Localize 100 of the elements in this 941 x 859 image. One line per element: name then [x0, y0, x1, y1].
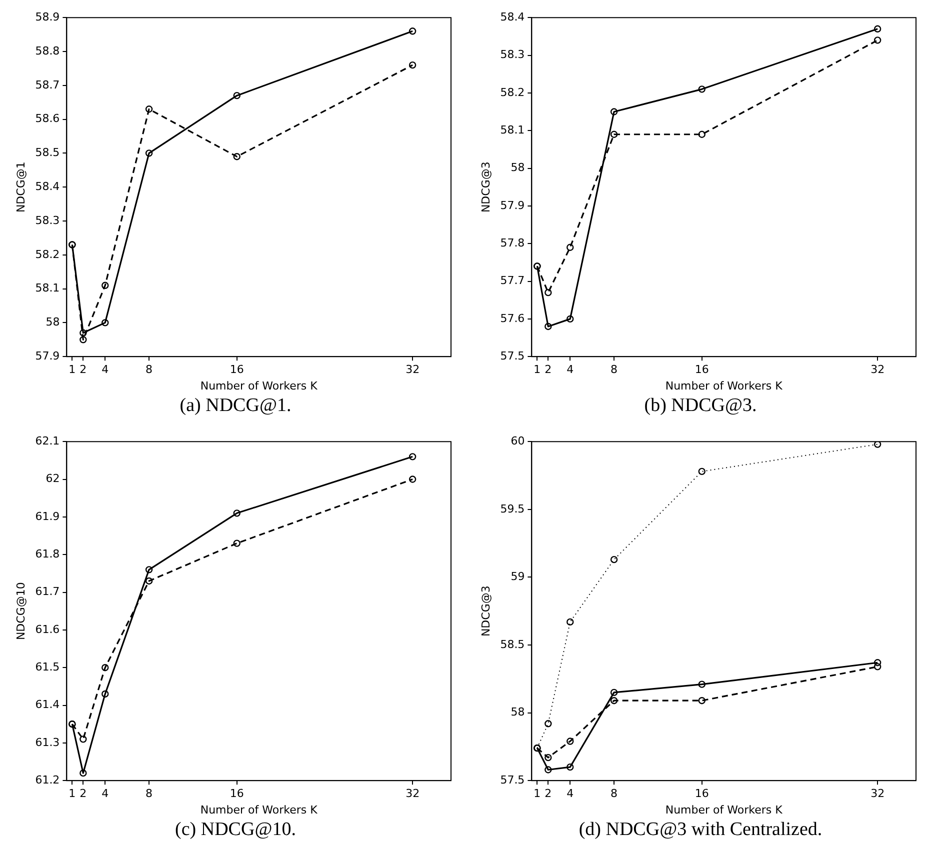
point [232, 540, 240, 547]
x-tick-label: 16 [694, 787, 708, 800]
y-axis-title: NDCG@10 [14, 582, 27, 640]
point [873, 36, 881, 44]
point [610, 696, 618, 704]
point [566, 738, 574, 745]
x-axis-title: Number of Workers K [664, 803, 783, 816]
point [544, 754, 552, 762]
x-tick-label: 8 [610, 363, 618, 376]
point [544, 322, 552, 330]
x-tick-label: 4 [566, 363, 574, 376]
point [698, 130, 705, 138]
x-tick-label: 1 [533, 363, 540, 376]
point [408, 28, 416, 35]
point [79, 769, 86, 777]
point [79, 336, 86, 344]
x-tick-label: 1 [68, 787, 76, 800]
point [79, 329, 86, 336]
y-tick-label: 61.6 [34, 622, 60, 636]
point [232, 152, 240, 160]
y-tick-label: 61.5 [34, 660, 60, 674]
y-tick-label: 58.7 [34, 78, 60, 92]
y-axis-title: NDCG@3 [478, 586, 492, 637]
x-tick-label: 2 [544, 363, 552, 376]
point [566, 763, 574, 771]
text: (a) NDCG@1. [180, 395, 292, 417]
x-tick-label: 4 [566, 787, 574, 800]
point [144, 150, 152, 157]
y-tick-label: 57.5 [500, 349, 524, 362]
y-tick-label: 58.4 [34, 180, 60, 193]
point [232, 92, 240, 100]
y-tick-label: 59.5 [500, 502, 524, 516]
point [873, 442, 881, 448]
point [101, 282, 108, 290]
y-tick-label: 62.1 [34, 434, 60, 448]
point [610, 556, 618, 564]
point [408, 453, 416, 460]
y-tick-label: 58 [510, 706, 524, 719]
x-tick-label: 16 [694, 363, 708, 376]
y-tick-label: 58 [45, 316, 60, 329]
point [101, 664, 108, 672]
y-tick-label: 58.8 [34, 44, 60, 58]
point [544, 288, 552, 296]
y-tick-label: 57.6 [500, 312, 524, 325]
x-tick-label: 8 [145, 787, 152, 800]
point [610, 108, 618, 116]
y-tick-label: 58.5 [500, 638, 524, 651]
y-tick-label: 57.9 [500, 198, 524, 212]
y-tick-label: 58.4 [500, 10, 524, 24]
point [101, 319, 108, 326]
point [408, 61, 416, 69]
y-tick-label: 58.1 [500, 123, 524, 136]
y-tick-label: 61.8 [34, 547, 60, 560]
y-tick-label: 61.2 [34, 773, 60, 786]
y-tick-label: 59 [510, 570, 524, 584]
point [873, 25, 881, 32]
y-tick-label: 57.9 [34, 349, 60, 362]
text: (c) NDCG@10. [175, 819, 296, 841]
text: (b) NDCG@3. [644, 395, 757, 417]
point [144, 106, 152, 113]
x-tick-label: 8 [145, 363, 152, 376]
y-tick-label: 61.4 [34, 698, 60, 712]
y-tick-label: 57.5 [500, 773, 524, 786]
y-tick-label: 61.9 [34, 510, 60, 523]
y-tick-label: 58.3 [34, 214, 60, 227]
y-tick-label: 58.6 [34, 112, 60, 126]
point [566, 315, 574, 323]
x-tick-label: 1 [68, 363, 76, 376]
y-axis-title: NDCG@1 [14, 162, 27, 213]
x-tick-label: 32 [405, 787, 420, 800]
point [144, 577, 152, 585]
point [698, 468, 705, 476]
x-tick-label: 16 [229, 363, 244, 376]
x-tick-label: 4 [101, 363, 108, 376]
x-tick-label: 2 [544, 787, 552, 800]
y-tick-label: 61.7 [34, 585, 60, 598]
point [544, 720, 552, 728]
point [610, 130, 618, 138]
point [544, 766, 552, 774]
point [698, 680, 705, 688]
x-tick-label: 8 [610, 787, 618, 800]
point [610, 688, 618, 696]
y-tick-label: 61.3 [34, 736, 60, 749]
y-tick-label: 58.3 [500, 48, 524, 62]
x-tick-label: 32 [870, 363, 884, 376]
y-tick-label: 57.7 [500, 274, 524, 288]
y-tick-label: 58.5 [34, 146, 60, 160]
y-tick-label: 60 [510, 434, 524, 448]
x-tick-label: 32 [870, 787, 884, 800]
x-axis-title: Number of Workers K [200, 379, 318, 392]
point [873, 663, 881, 670]
text: (d) NDCG@3 with Centralized. [578, 819, 822, 841]
x-axis-title: Number of Workers K [664, 379, 783, 392]
y-axis-title: NDCG@3 [478, 162, 492, 213]
y-tick-label: 58 [510, 161, 524, 174]
point [408, 476, 416, 483]
x-tick-label: 2 [79, 363, 86, 376]
y-tick-label: 58.2 [34, 248, 60, 261]
point [566, 618, 574, 626]
point [144, 566, 152, 574]
